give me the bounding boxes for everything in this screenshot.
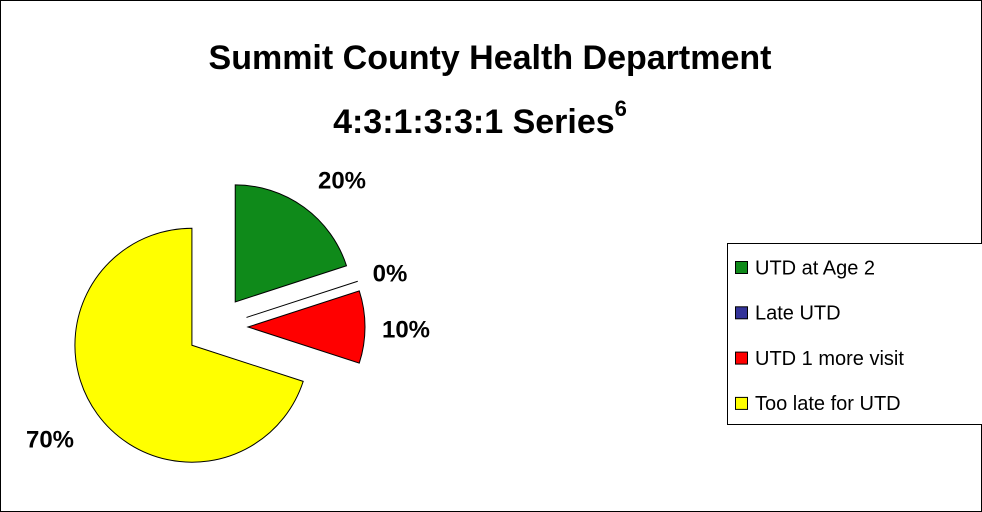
pie-slice xyxy=(246,280,358,318)
subtitle-text: 4:3:1:3:3:1 Series xyxy=(333,103,615,141)
legend-swatch xyxy=(735,261,748,274)
subtitle-superscript: 6 xyxy=(615,96,627,121)
legend-swatch xyxy=(735,306,748,320)
data-label: 20% xyxy=(318,167,366,194)
legend-box xyxy=(727,243,982,425)
legend-swatch xyxy=(735,396,748,410)
legend-label: UTD 1 more visit xyxy=(755,348,904,370)
pie-slice xyxy=(74,227,304,463)
pie-slice xyxy=(246,290,366,364)
chart-subtitle: 4:3:1:3:3:1 Series6 xyxy=(333,96,627,141)
legend-label: Too late for UTD xyxy=(755,393,901,415)
data-label: 10% xyxy=(382,316,430,343)
data-label: 70% xyxy=(26,426,74,453)
legend-swatch xyxy=(735,351,748,365)
data-label: 0% xyxy=(373,260,408,287)
legend-label: Late UTD xyxy=(755,303,841,325)
legend-label: UTD at Age 2 xyxy=(755,257,875,279)
pie-slice xyxy=(234,184,348,303)
chart-title: Summit County Health Department xyxy=(209,39,772,77)
